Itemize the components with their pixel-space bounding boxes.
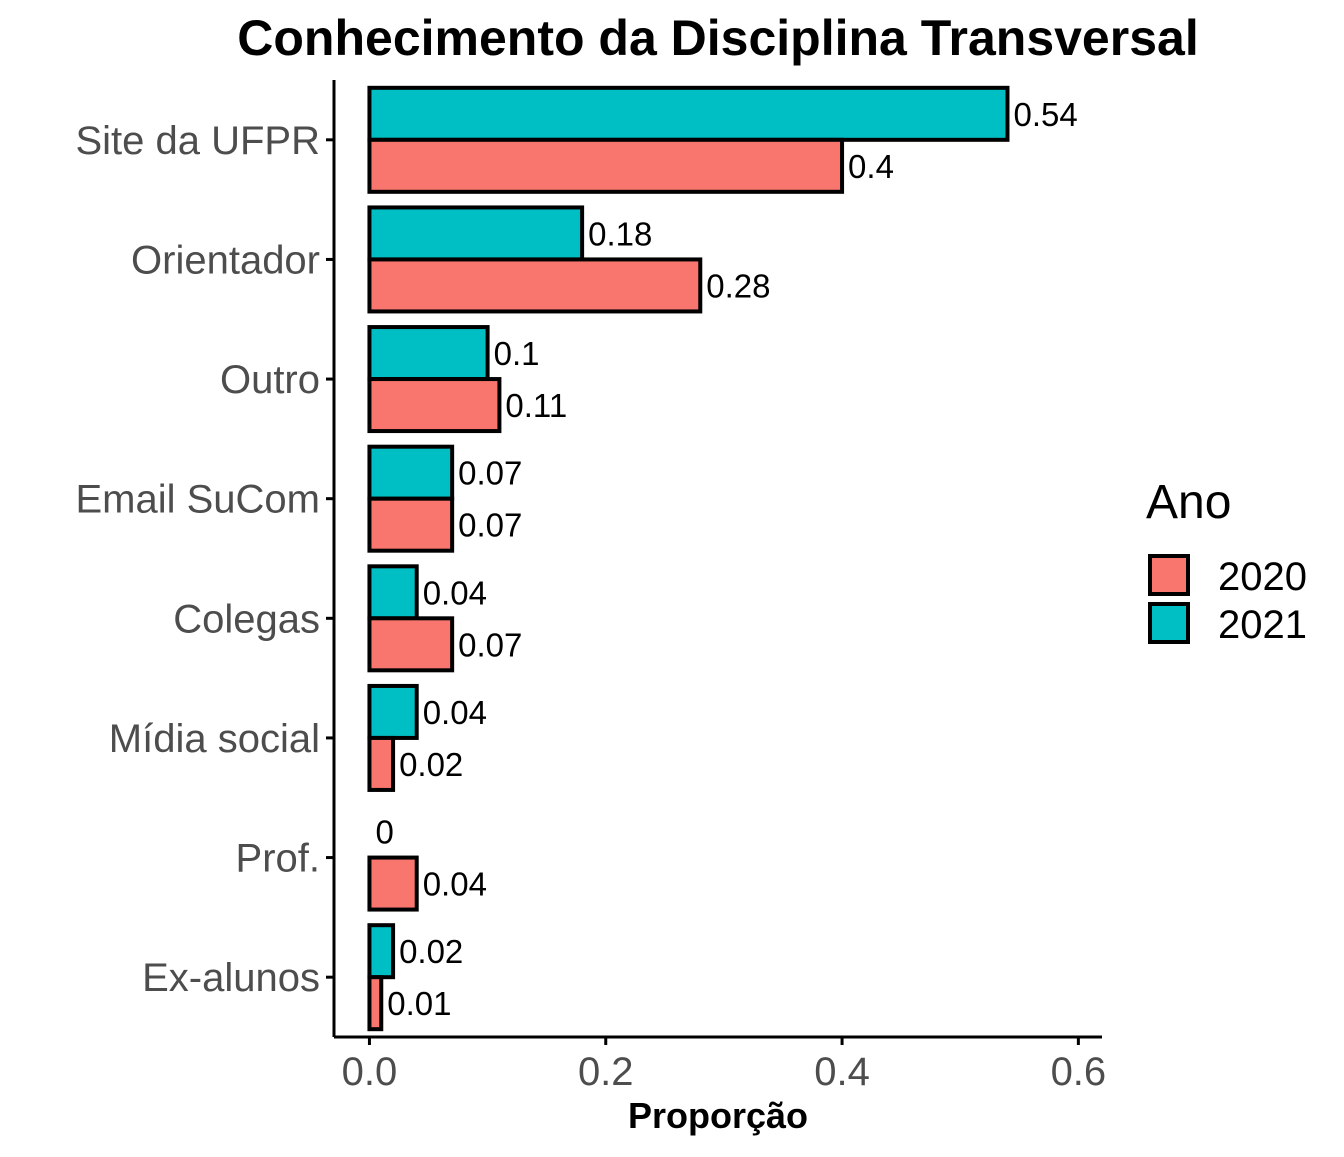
bar-2020-ex-alunos [367, 975, 384, 1032]
bar-2021-ex-alunos [367, 923, 396, 980]
bar-2021-colegas [367, 564, 419, 621]
bar-2020-colegas [367, 616, 455, 673]
chart-title: Conhecimento da Disciplina Transversal [237, 10, 1198, 66]
data-label-2020-prof: 0.04 [423, 866, 487, 903]
y-tick-label-orientador: Orientador [131, 238, 320, 282]
data-label-2020-colegas: 0.07 [458, 626, 522, 663]
bar-2021-email-sucom [367, 444, 455, 501]
x-tick-label: 0.4 [814, 1050, 870, 1094]
y-tick-label-site-da-ufpr: Site da UFPR [75, 119, 320, 163]
bar-group-site-da-ufpr: 0.54 0.4 [367, 85, 1078, 194]
y-tick-label-ex-alunos: Ex-alunos [142, 956, 320, 1000]
x-tick-label: 0.6 [1051, 1050, 1107, 1094]
bar-group-midia-social: 0.04 0.02 [367, 683, 487, 792]
y-tick-label-outro: Outro [220, 358, 320, 402]
data-label-2020-outro: 0.11 [505, 387, 567, 424]
bar-group-orientador: 0.18 0.28 [367, 205, 771, 314]
legend-label-2020: 2020 [1218, 555, 1307, 599]
y-tick-label-prof: Prof. [236, 837, 320, 881]
data-label-2021-email-sucom: 0.07 [458, 455, 522, 492]
x-axis-label: Proporção [628, 1095, 808, 1136]
data-label-2021-ex-alunos: 0.02 [399, 933, 463, 970]
bar-2021-outro [367, 325, 490, 382]
data-label-2021-colegas: 0.04 [423, 574, 487, 611]
bar-2020-email-sucom [367, 496, 455, 553]
x-tick-label: 0.2 [578, 1050, 634, 1094]
bar-group-prof: 00.04 [367, 814, 487, 912]
bar-2020-outro [367, 377, 502, 434]
bar-2020-site-da-ufpr [367, 137, 845, 194]
y-axis-ticks: Site da UFPR Orientador Outro Email SuCom Co… [75, 119, 334, 1000]
data-label-2021-site-da-ufpr: 0.54 [1013, 96, 1077, 133]
data-label-2020-site-da-ufpr: 0.4 [848, 148, 894, 185]
data-label-2021-midia-social: 0.04 [423, 694, 487, 731]
legend-swatch-2021 [1148, 602, 1190, 644]
legend-swatch-2020 [1148, 554, 1190, 596]
bar-2020-prof [367, 855, 419, 912]
bar-group-ex-alunos: 0.02 0.01 [367, 923, 463, 1032]
data-label-2020-midia-social: 0.02 [399, 746, 463, 783]
data-label-2021-prof: 0 [375, 814, 393, 851]
x-tick-label: 0.0 [342, 1050, 398, 1094]
data-label-2020-ex-alunos: 0.01 [387, 985, 451, 1022]
data-label-2020-email-sucom: 0.07 [458, 507, 522, 544]
bar-group-outro: 0.1 0.11 [367, 325, 567, 434]
plot-area: 0.540.40.180.280.10.110.070.070.040.070.… [367, 85, 1078, 1032]
data-label-2021-outro: 0.1 [494, 335, 540, 372]
bar-2021-site-da-ufpr [367, 85, 1010, 142]
y-tick-label-email-sucom: Email SuCom [75, 478, 320, 522]
x-axis-ticks: 0.0 0.2 0.4 0.6 [342, 1037, 1107, 1094]
y-tick-label-colegas: Colegas [173, 597, 320, 641]
y-tick-label-midia-social: Mídia social [109, 717, 320, 761]
bar-2020-midia-social [367, 735, 396, 792]
bar-2020-orientador [367, 257, 703, 314]
data-label-2020-orientador: 0.28 [706, 267, 770, 304]
legend-label-2021: 2021 [1218, 603, 1307, 647]
bar-group-email-sucom: 0.07 0.07 [367, 444, 522, 553]
legend-title: Ano [1146, 476, 1231, 529]
bar-group-colegas: 0.04 0.07 [367, 564, 522, 673]
bar-2021-midia-social [367, 683, 419, 740]
data-label-2021-orientador: 0.18 [588, 215, 652, 252]
bar-2021-orientador [367, 205, 585, 262]
